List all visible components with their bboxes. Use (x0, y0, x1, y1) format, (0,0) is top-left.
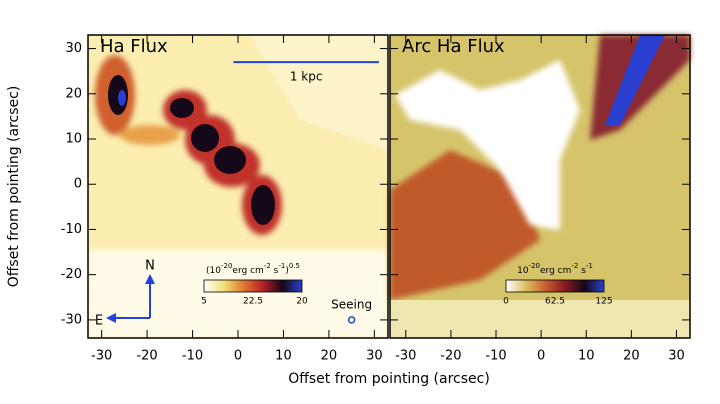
x-tick-label: 20 (623, 349, 640, 364)
compass-east-label: E (95, 314, 103, 329)
x-tick-label: 10 (275, 349, 292, 364)
y-tick-label: -10 (61, 222, 82, 237)
colorbar-label: 10-20erg cm-2 s-1 (517, 262, 593, 276)
y-tick-label: 10 (65, 132, 82, 147)
x-tick-label: 0 (537, 349, 545, 364)
colorbar-label-part: -1 (586, 262, 593, 270)
colorbar-label-part: -20 (529, 262, 540, 270)
colorbar-label-part: 10 (517, 266, 529, 276)
y-tick-label: -20 (61, 267, 82, 282)
colorbar-label-part: -1 (278, 262, 285, 270)
x-tick-label: 20 (321, 349, 338, 364)
y-tick-label: -30 (61, 312, 82, 327)
x-tick-label: 30 (366, 349, 383, 364)
y-tick-label: 0 (74, 177, 82, 192)
x-tick-label: -30 (91, 349, 112, 364)
x-tick-label: -30 (395, 349, 416, 364)
colorbar-label-part: -2 (571, 262, 578, 270)
x-tick-label: 30 (668, 349, 685, 364)
colorbar-label-part: erg cm (232, 266, 263, 276)
colorbar-label-part: -20 (221, 262, 232, 270)
colorbar-label-part: ) (285, 266, 289, 276)
colorbar-label-part: s (271, 266, 279, 276)
y-axis-label: Offset from pointing (arcsec) (6, 86, 22, 288)
colorbar (203, 279, 303, 293)
colorbar-label-part: 0.5 (289, 262, 300, 270)
colorbar-tick-label: 125 (595, 297, 612, 307)
x-tick-label: 10 (578, 349, 595, 364)
colorbar-tick-label: 0 (503, 297, 509, 307)
colorbar (505, 279, 605, 293)
x-tick-label: -20 (136, 349, 157, 364)
panel-0-image (88, 35, 388, 338)
panel-title: Arc Ha Flux (402, 36, 505, 57)
colorbar-label-part: (10 (206, 266, 221, 276)
colorbar-tick-label: 22.5 (243, 297, 263, 307)
x-tick-label: -20 (440, 349, 461, 364)
compass-east-head (106, 313, 116, 323)
colorbar-label-part: -2 (264, 262, 271, 270)
panel-1-image (390, 35, 690, 338)
plot-frame (389, 34, 691, 339)
panel-title: Ha Flux (100, 36, 168, 57)
colorbar-label-part: s (578, 266, 586, 276)
seeing-label: Seeing (331, 297, 372, 311)
seeing-circle (347, 316, 356, 324)
x-tick-label: -10 (485, 349, 506, 364)
y-tick-label: 20 (65, 86, 82, 101)
compass-north-label: N (145, 259, 155, 274)
compass-north-head (145, 274, 155, 284)
colorbar-tick-label: 20 (296, 297, 308, 307)
colorbar-tick-label: 62.5 (545, 297, 565, 307)
colorbar-label: (10-20erg cm-2 s-1)0.5 (206, 262, 300, 276)
x-tick-label: 0 (234, 349, 242, 364)
scale-bar-label: 1 kpc (290, 70, 323, 84)
colorbar-tick-label: 5 (201, 297, 207, 307)
x-axis-label: Offset from pointing (arcsec) (288, 371, 490, 387)
x-tick-label: -10 (182, 349, 203, 364)
colorbar-label-part: erg cm (540, 266, 571, 276)
y-tick-label: 30 (65, 41, 82, 56)
